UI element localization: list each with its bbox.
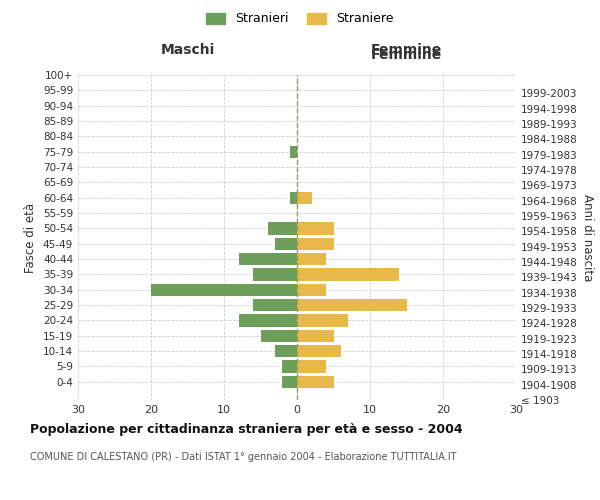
Bar: [290, 192, 297, 204]
Y-axis label: Anni di nascita: Anni di nascita: [581, 194, 594, 281]
Bar: [297, 360, 326, 372]
Bar: [268, 222, 297, 234]
Bar: [297, 268, 399, 280]
Bar: [253, 299, 297, 311]
Text: Popolazione per cittadinanza straniera per età e sesso - 2004: Popolazione per cittadinanza straniera p…: [30, 422, 463, 436]
Bar: [283, 360, 297, 372]
Text: Femmine: Femmine: [371, 44, 442, 58]
Bar: [297, 192, 311, 204]
Text: Maschi: Maschi: [160, 44, 215, 58]
Legend: Stranieri, Straniere: Stranieri, Straniere: [200, 6, 400, 32]
Text: Femmine: Femmine: [371, 48, 442, 62]
Bar: [290, 146, 297, 158]
Bar: [297, 222, 334, 234]
Bar: [275, 238, 297, 250]
Bar: [283, 376, 297, 388]
Bar: [297, 345, 341, 357]
Y-axis label: Fasce di età: Fasce di età: [25, 202, 37, 272]
Bar: [297, 253, 326, 265]
Bar: [297, 314, 348, 326]
Bar: [260, 330, 297, 342]
Bar: [253, 268, 297, 280]
Bar: [239, 253, 297, 265]
Bar: [239, 314, 297, 326]
Bar: [151, 284, 297, 296]
Bar: [297, 330, 334, 342]
Bar: [297, 299, 407, 311]
Bar: [297, 238, 334, 250]
Bar: [297, 376, 334, 388]
Bar: [275, 345, 297, 357]
Text: COMUNE DI CALESTANO (PR) - Dati ISTAT 1° gennaio 2004 - Elaborazione TUTTITALIA.: COMUNE DI CALESTANO (PR) - Dati ISTAT 1°…: [30, 452, 457, 462]
Bar: [297, 284, 326, 296]
